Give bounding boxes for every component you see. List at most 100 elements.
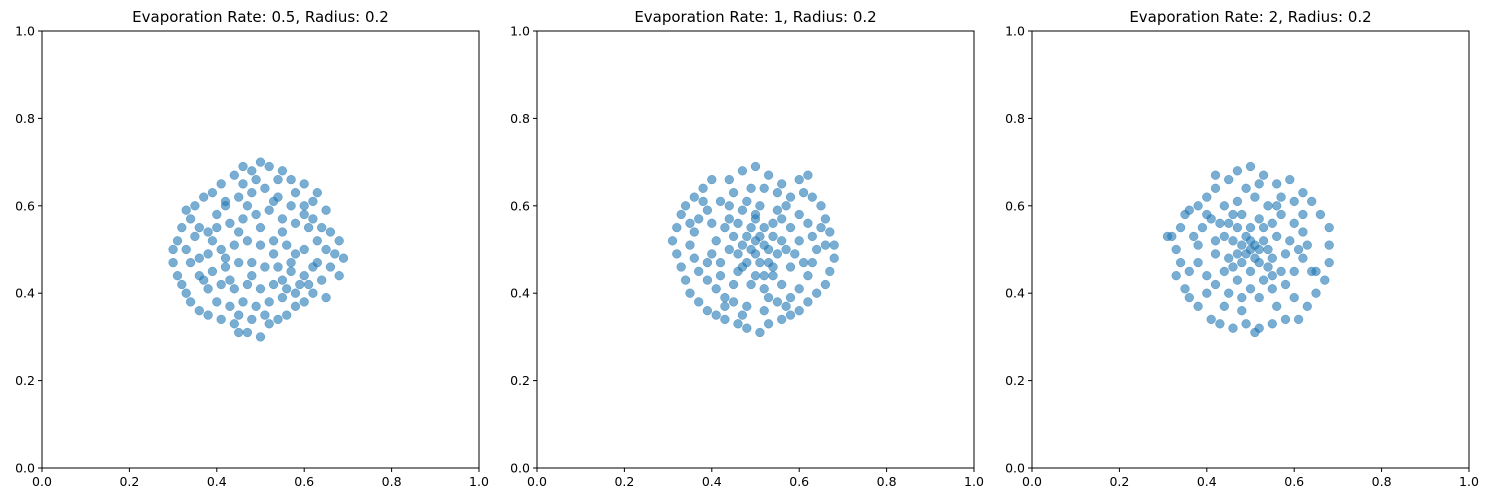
scatter-point [1224,253,1234,263]
scatter-point [694,214,704,224]
scatter-point [229,170,239,180]
scatter-point [720,292,730,303]
scatter-point [190,201,200,211]
scatter-point [807,257,817,268]
x-tick-label: 0.0 [527,474,547,489]
scatter-point [759,271,769,281]
scatter-point [750,209,761,220]
y-tick-label: 0.0 [15,461,35,476]
scatter-point [282,284,292,294]
scatter-point [308,288,318,298]
scatter-point [1237,240,1247,250]
scatter-point [794,236,804,246]
scatter-point [728,297,739,307]
scatter-point [220,253,231,263]
scatter-point [1175,257,1186,268]
scatter-point [772,297,783,307]
scatter-point [1250,192,1260,202]
scatter-point [759,183,769,193]
scatter-point [229,284,239,294]
scatter-point [803,170,813,180]
axis-ticks: 0.0 0.2 0.4 0.6 0.8 1.0 0.0 0.2 0.4 0.6 0.8 1.0 [15,24,489,490]
scatter-point [759,306,769,316]
x-tick-label: 1.0 [469,474,489,489]
scatter-point [777,279,787,290]
scatter-points [667,161,839,338]
scatter-point [1289,218,1299,228]
scatter-point [707,218,717,228]
scatter-point [785,222,796,233]
scatter-point [234,257,244,268]
scatter-point [1193,301,1203,311]
scatter-point [1224,218,1234,228]
scatter-point [794,174,804,185]
scatter-point [746,183,756,193]
scatter-point [317,222,327,233]
y-tick-label: 0.2 [15,373,35,388]
scatter-point [264,205,274,215]
scatter-point [168,257,178,268]
scatter-point [181,288,191,298]
scatter-point [1197,222,1208,233]
scatter-point [290,288,301,298]
scatter-point [216,314,226,325]
scatter-point [755,231,765,242]
scatter-point [1280,279,1291,290]
subplot-title: Evaporation Rate: 1, Radius: 0.2 [634,8,876,26]
scatter-point [185,257,196,268]
scatter-point [777,314,787,325]
scatter-point [1289,196,1299,207]
y-tick-label: 1.0 [510,24,530,39]
scatter-point [1276,192,1286,202]
scatter-point [698,183,708,193]
scatter-point [1219,266,1229,277]
scatter-point [303,279,314,290]
scatter-point [1298,253,1308,263]
y-tick-label: 0.0 [510,461,530,476]
scatter-point [247,314,257,325]
scatter-point [1315,209,1326,220]
scatter-point [1272,201,1282,211]
subplot-evaporation-1: Evaporation Rate: 1, Radius: 0.2 0.0 0.2 0… [510,8,984,489]
scatter-point [820,214,831,224]
y-tick-label: 0.6 [15,198,35,213]
scatter-point [759,284,769,294]
scatter-point [1272,179,1282,189]
scatter-point [172,271,183,281]
y-tick-label: 0.6 [1005,198,1025,213]
scatter-point [199,275,209,285]
scatter-point [220,262,231,272]
scatter-point [1228,323,1238,333]
scatter-point [812,288,822,298]
scatter-point [1237,257,1247,268]
scatter-point [1224,174,1234,185]
scatter-point [720,222,730,233]
scatter-point [750,161,761,172]
scatter-point [1232,196,1243,207]
scatter-point [711,284,721,294]
scatter-point [1232,275,1243,285]
scatter-point [794,209,804,220]
x-tick-label: 0.8 [382,474,402,489]
x-tick-label: 0.4 [207,474,227,489]
scatter-point [772,205,783,215]
scatter-point [1237,209,1247,220]
scatter-point [746,222,756,233]
scatter-point [755,257,765,268]
scatter-point [242,201,253,211]
x-tick-label: 0.8 [1372,474,1392,489]
scatter-point [1267,253,1277,263]
scatter-point [1298,209,1308,220]
scatter-point [1320,275,1330,285]
scatter-point [746,279,756,290]
y-tick-label: 0.2 [510,373,530,388]
scatter-point [1254,257,1264,268]
subplot-title: Evaporation Rate: 0.5, Radius: 0.2 [132,8,389,26]
scatter-point [1241,319,1251,329]
scatter-point [781,201,791,211]
scatter-point [1254,214,1264,224]
scatter-point [1254,244,1264,255]
scatter-point [1232,166,1243,176]
scatter-point [676,209,686,220]
scatter-point [1241,231,1251,242]
